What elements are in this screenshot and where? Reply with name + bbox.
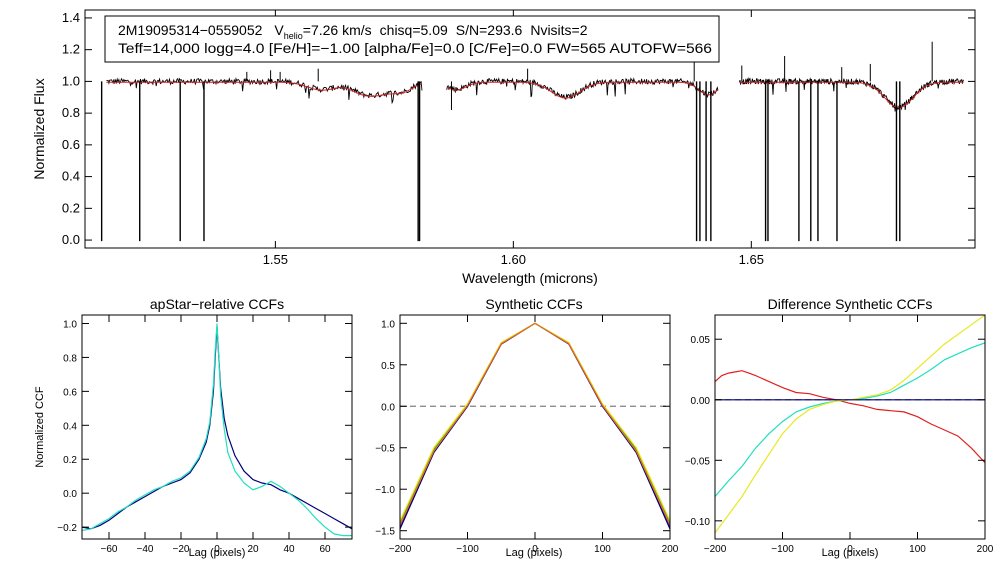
difference-ccf-title: Difference Synthetic CCFs bbox=[768, 296, 933, 312]
spectrum-y-tick-label: 0.6 bbox=[62, 137, 80, 152]
synthetic-ccf-x-tick-label: −200 bbox=[389, 544, 412, 555]
info-line-1: 2M19095314−0559052 Vhelio=7.26 km/s chisq=… bbox=[118, 22, 588, 41]
vhelio-subscript: helio bbox=[284, 31, 303, 41]
difference-ccf-x-tick-label: 200 bbox=[977, 544, 994, 555]
observed-spectrum-chip-1 bbox=[106, 76, 423, 105]
difference-ccf-ticks: −200 −100 0 100 200 −0.10 −0.05 0.00 0.05 bbox=[685, 315, 994, 555]
spectrum-y-tick-label: 0.8 bbox=[62, 105, 80, 120]
difference-ccf-x-tick-label: 0 bbox=[847, 544, 853, 555]
synthetic-ccf-x-tick-label: −100 bbox=[456, 544, 479, 555]
synthetic-ccf-x-axis-label: Lag (pixels) bbox=[506, 547, 563, 559]
difference-ccf-y-tick-label: 0.05 bbox=[691, 335, 711, 346]
spectrum-data-layer bbox=[100, 41, 964, 242]
snr-value: S/N=293.6 bbox=[456, 22, 523, 38]
vhelio-value: =7.26 km/s bbox=[303, 22, 372, 38]
synthetic-ccf-y-tick-label: 0.5 bbox=[381, 361, 395, 372]
spectrum-axes-frame bbox=[84, 9, 976, 249]
apstar-ccf-x-tick-label: −20 bbox=[173, 544, 190, 555]
spectrum-y-tick-label: 0.2 bbox=[62, 200, 80, 215]
apstar-ccf-y-tick-label: 0.6 bbox=[63, 387, 77, 398]
apstar-ccf-data-layer bbox=[82, 323, 352, 537]
spectrum-x-tick-label: 1.60 bbox=[501, 252, 526, 267]
synthetic-ccf-x-tick-label: 100 bbox=[594, 544, 611, 555]
apstar-ccf-series-visit-2 bbox=[82, 323, 352, 537]
info-line-2: Teff=14,000 logg=4.0 [Fe/H]=−1.00 [alpha… bbox=[118, 40, 712, 56]
difference-ccf-y-tick-label: 0.00 bbox=[691, 396, 711, 407]
synthetic-ccf-y-tick-label: 0.0 bbox=[381, 402, 395, 413]
synthetic-ccf-y-tick-label: −1.5 bbox=[375, 527, 395, 538]
chisq-value: chisq=5.09 bbox=[380, 22, 448, 38]
info-box bbox=[104, 15, 720, 63]
difference-ccf-data-layer bbox=[715, 315, 985, 534]
synthetic-ccf-y-tick-label: 1.0 bbox=[381, 319, 395, 330]
nvisits-value: Nvisits=2 bbox=[530, 22, 587, 38]
difference-ccf-x-axis-label: Lag (pixels) bbox=[822, 547, 879, 559]
synthetic-ccf-panel: Synthetic CCFs −200 −100 0 100 200 −1.5 −1.0 −0… bbox=[375, 296, 679, 559]
spectrum-y-tick-label: 1.2 bbox=[62, 42, 80, 57]
vhelio-label: V bbox=[274, 22, 284, 38]
spectrum-ticks: 1.55 1.60 1.65 0.0 0.2 0.4 0.6 0.8 1.0 1.2 1.4 bbox=[62, 10, 975, 267]
spectrum-y-tick-label: 1.4 bbox=[62, 10, 80, 25]
apstar-ccf-x-tick-label: −40 bbox=[137, 544, 154, 555]
synthetic-ccf-y-tick-label: −1.0 bbox=[375, 485, 395, 496]
synthetic-ccf-x-tick-label: 0 bbox=[532, 544, 538, 555]
apstar-ccf-x-tick-label: −60 bbox=[101, 544, 118, 555]
apstar-ccf-x-tick-label: 0 bbox=[214, 544, 220, 555]
apstar-ccf-x-tick-label: 60 bbox=[319, 544, 331, 555]
apstar-ccf-y-tick-label: 0.4 bbox=[63, 421, 77, 432]
apstar-ccf-y-tick-label: 0.8 bbox=[63, 353, 77, 364]
spectrum-y-tick-label: 1.0 bbox=[62, 73, 80, 88]
star-id: 2M19095314−0559052 bbox=[118, 22, 263, 38]
spectrum-x-tick-label: 1.55 bbox=[263, 252, 288, 267]
synthetic-ccf-x-tick-label: 200 bbox=[662, 544, 679, 555]
spectrum-x-tick-label: 1.65 bbox=[739, 252, 764, 267]
model-spectrum-chip-3 bbox=[739, 81, 964, 109]
difference-ccf-x-tick-label: −100 bbox=[771, 544, 794, 555]
difference-ccf-series-red bbox=[715, 370, 985, 464]
apstar-ccf-x-tick-label: 40 bbox=[283, 544, 295, 555]
apstar-ccf-y-tick-label: 0.2 bbox=[63, 455, 77, 466]
synthetic-ccf-ticks: −200 −100 0 100 200 −1.5 −1.0 −0.5 0.0 0.5 1.0 bbox=[375, 315, 679, 555]
spectrum-x-axis-label: Wavelength (microns) bbox=[462, 270, 598, 286]
apstar-ccf-y-tick-label: −0.2 bbox=[57, 523, 77, 534]
apstar-ccf-x-axis-label: Lag (pixels) bbox=[189, 547, 246, 559]
difference-ccf-panel: Difference Synthetic CCFs −200 −100 0 100 20… bbox=[685, 296, 994, 559]
difference-ccf-x-tick-label: −200 bbox=[704, 544, 727, 555]
model-spectrum-chip-1 bbox=[106, 81, 423, 97]
synthetic-ccf-series-synthetic-5 bbox=[400, 322, 670, 526]
apstar-ccf-y-tick-label: 1.0 bbox=[63, 319, 77, 330]
spectrum-y-axis-label: Normalized Flux bbox=[31, 78, 47, 179]
synthetic-ccf-data-layer bbox=[400, 322, 670, 530]
synthetic-ccf-y-tick-label: −0.5 bbox=[375, 444, 395, 455]
difference-ccf-y-tick-label: −0.10 bbox=[685, 517, 711, 528]
apstar-ccf-title: apStar−relative CCFs bbox=[150, 296, 284, 312]
synthetic-ccf-title: Synthetic CCFs bbox=[485, 296, 582, 312]
spectrum-panel: 1.55 1.60 1.65 0.0 0.2 0.4 0.6 0.8 1.0 1.2 1.4 2M1… bbox=[31, 9, 976, 286]
difference-ccf-x-tick-label: 100 bbox=[909, 544, 926, 555]
apstar-ccf-y-tick-label: 0.0 bbox=[63, 489, 77, 500]
apstar-ccf-ticks: −60 −40 −20 0 20 40 60 −0.2 0.0 0.2 0.4 0.6 0.8 1.0 bbox=[57, 315, 352, 555]
spectrum-y-tick-label: 0.4 bbox=[62, 169, 80, 184]
apstar-ccf-x-tick-label: 20 bbox=[247, 544, 259, 555]
apstar-ccf-panel: apStar−relative CCFs −60 −40 −20 0 20 40 60 −0.… bbox=[34, 296, 353, 559]
spectrum-y-tick-label: 0.0 bbox=[62, 232, 80, 247]
apstar-ccf-y-axis-label: Normalized CCF bbox=[34, 386, 46, 468]
difference-ccf-y-tick-label: −0.05 bbox=[685, 456, 711, 467]
model-spectrum-chip-2 bbox=[446, 81, 719, 99]
